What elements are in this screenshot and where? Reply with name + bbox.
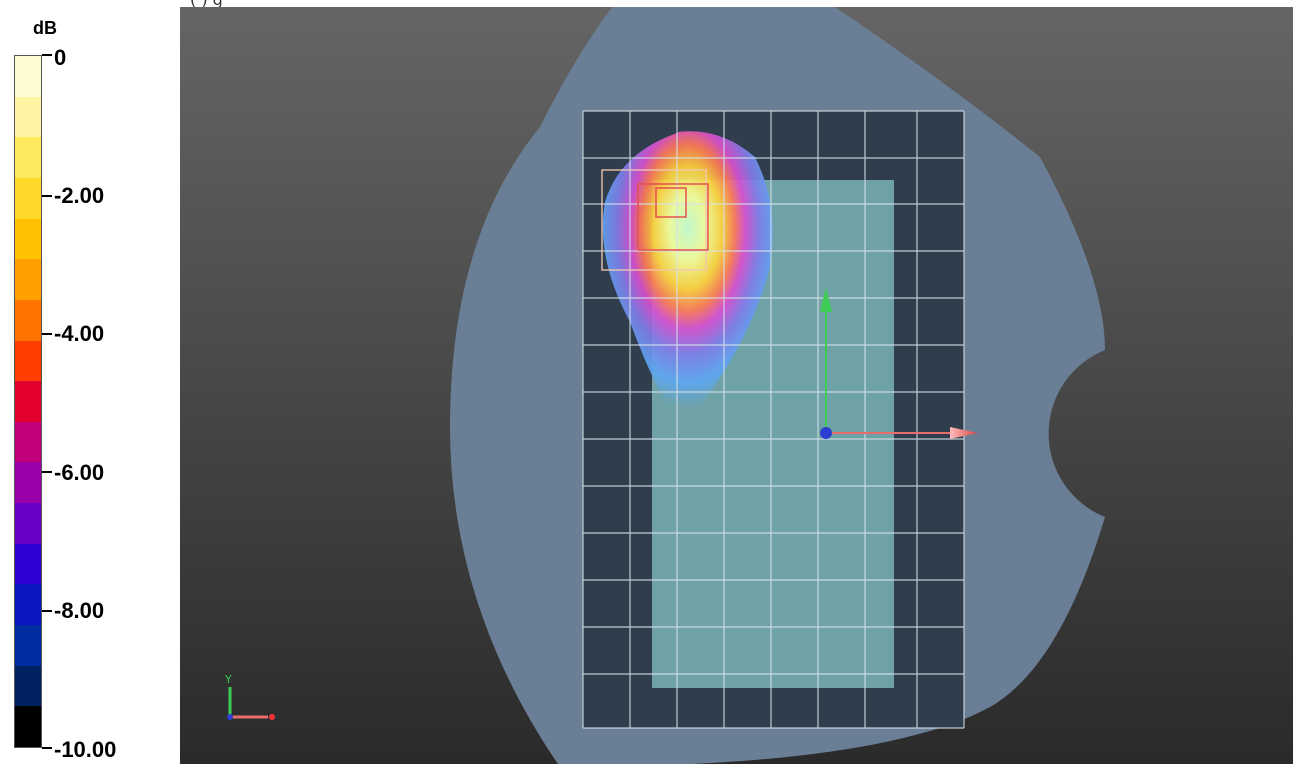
legend-band xyxy=(15,462,41,504)
3d-viewport[interactable]: Y xyxy=(180,7,1293,764)
legend-label-10: -10.00 xyxy=(54,737,117,762)
legend-band xyxy=(15,56,41,98)
legend-band xyxy=(15,543,41,585)
legend-band xyxy=(15,96,41,138)
legend-band xyxy=(15,503,41,545)
legend-tick xyxy=(42,471,52,473)
device-axes xyxy=(820,287,978,439)
legend-label-0: 0 xyxy=(54,45,67,70)
measurement-grid xyxy=(582,110,965,729)
legend-band xyxy=(15,625,41,667)
zoom-scan-middle xyxy=(637,183,709,251)
legend-tick xyxy=(42,333,52,335)
legend-band xyxy=(15,381,41,423)
legend-label-6: -6.00 xyxy=(54,460,105,485)
legend-band xyxy=(15,706,41,748)
legend-tick xyxy=(42,195,52,197)
zoom-scan-outer xyxy=(601,169,707,271)
zoom-scan-inner xyxy=(655,187,687,218)
legend-band xyxy=(15,665,41,707)
legend-band xyxy=(15,299,41,342)
legend-band xyxy=(15,137,41,179)
legend-band xyxy=(15,177,41,220)
legend-label-8: -8.00 xyxy=(54,598,105,623)
3d-scene[interactable]: Y xyxy=(180,7,1293,764)
sar-hotspot xyxy=(602,131,773,432)
svg-text:Y: Y xyxy=(224,673,232,686)
legend-label-2: -2.00 xyxy=(54,183,105,208)
legend-band xyxy=(15,340,41,382)
legend-tick xyxy=(42,54,52,56)
legend-band xyxy=(15,218,41,260)
legend-band xyxy=(15,259,41,301)
window-caption: ( ) g xyxy=(190,0,223,9)
legend-band xyxy=(15,584,41,626)
legend-band xyxy=(15,421,41,463)
color-scale-legend: dB 0 -2.00 -4.00 -6.00 -8.00 -10.00 xyxy=(0,0,180,764)
legend-tick xyxy=(42,747,52,749)
legend-unit-label: dB xyxy=(33,18,57,38)
legend-color-bar xyxy=(14,55,42,748)
legend-tick xyxy=(42,610,52,612)
orientation-axes-icon: Y xyxy=(224,673,275,720)
legend-label-4: -4.00 xyxy=(54,321,105,346)
